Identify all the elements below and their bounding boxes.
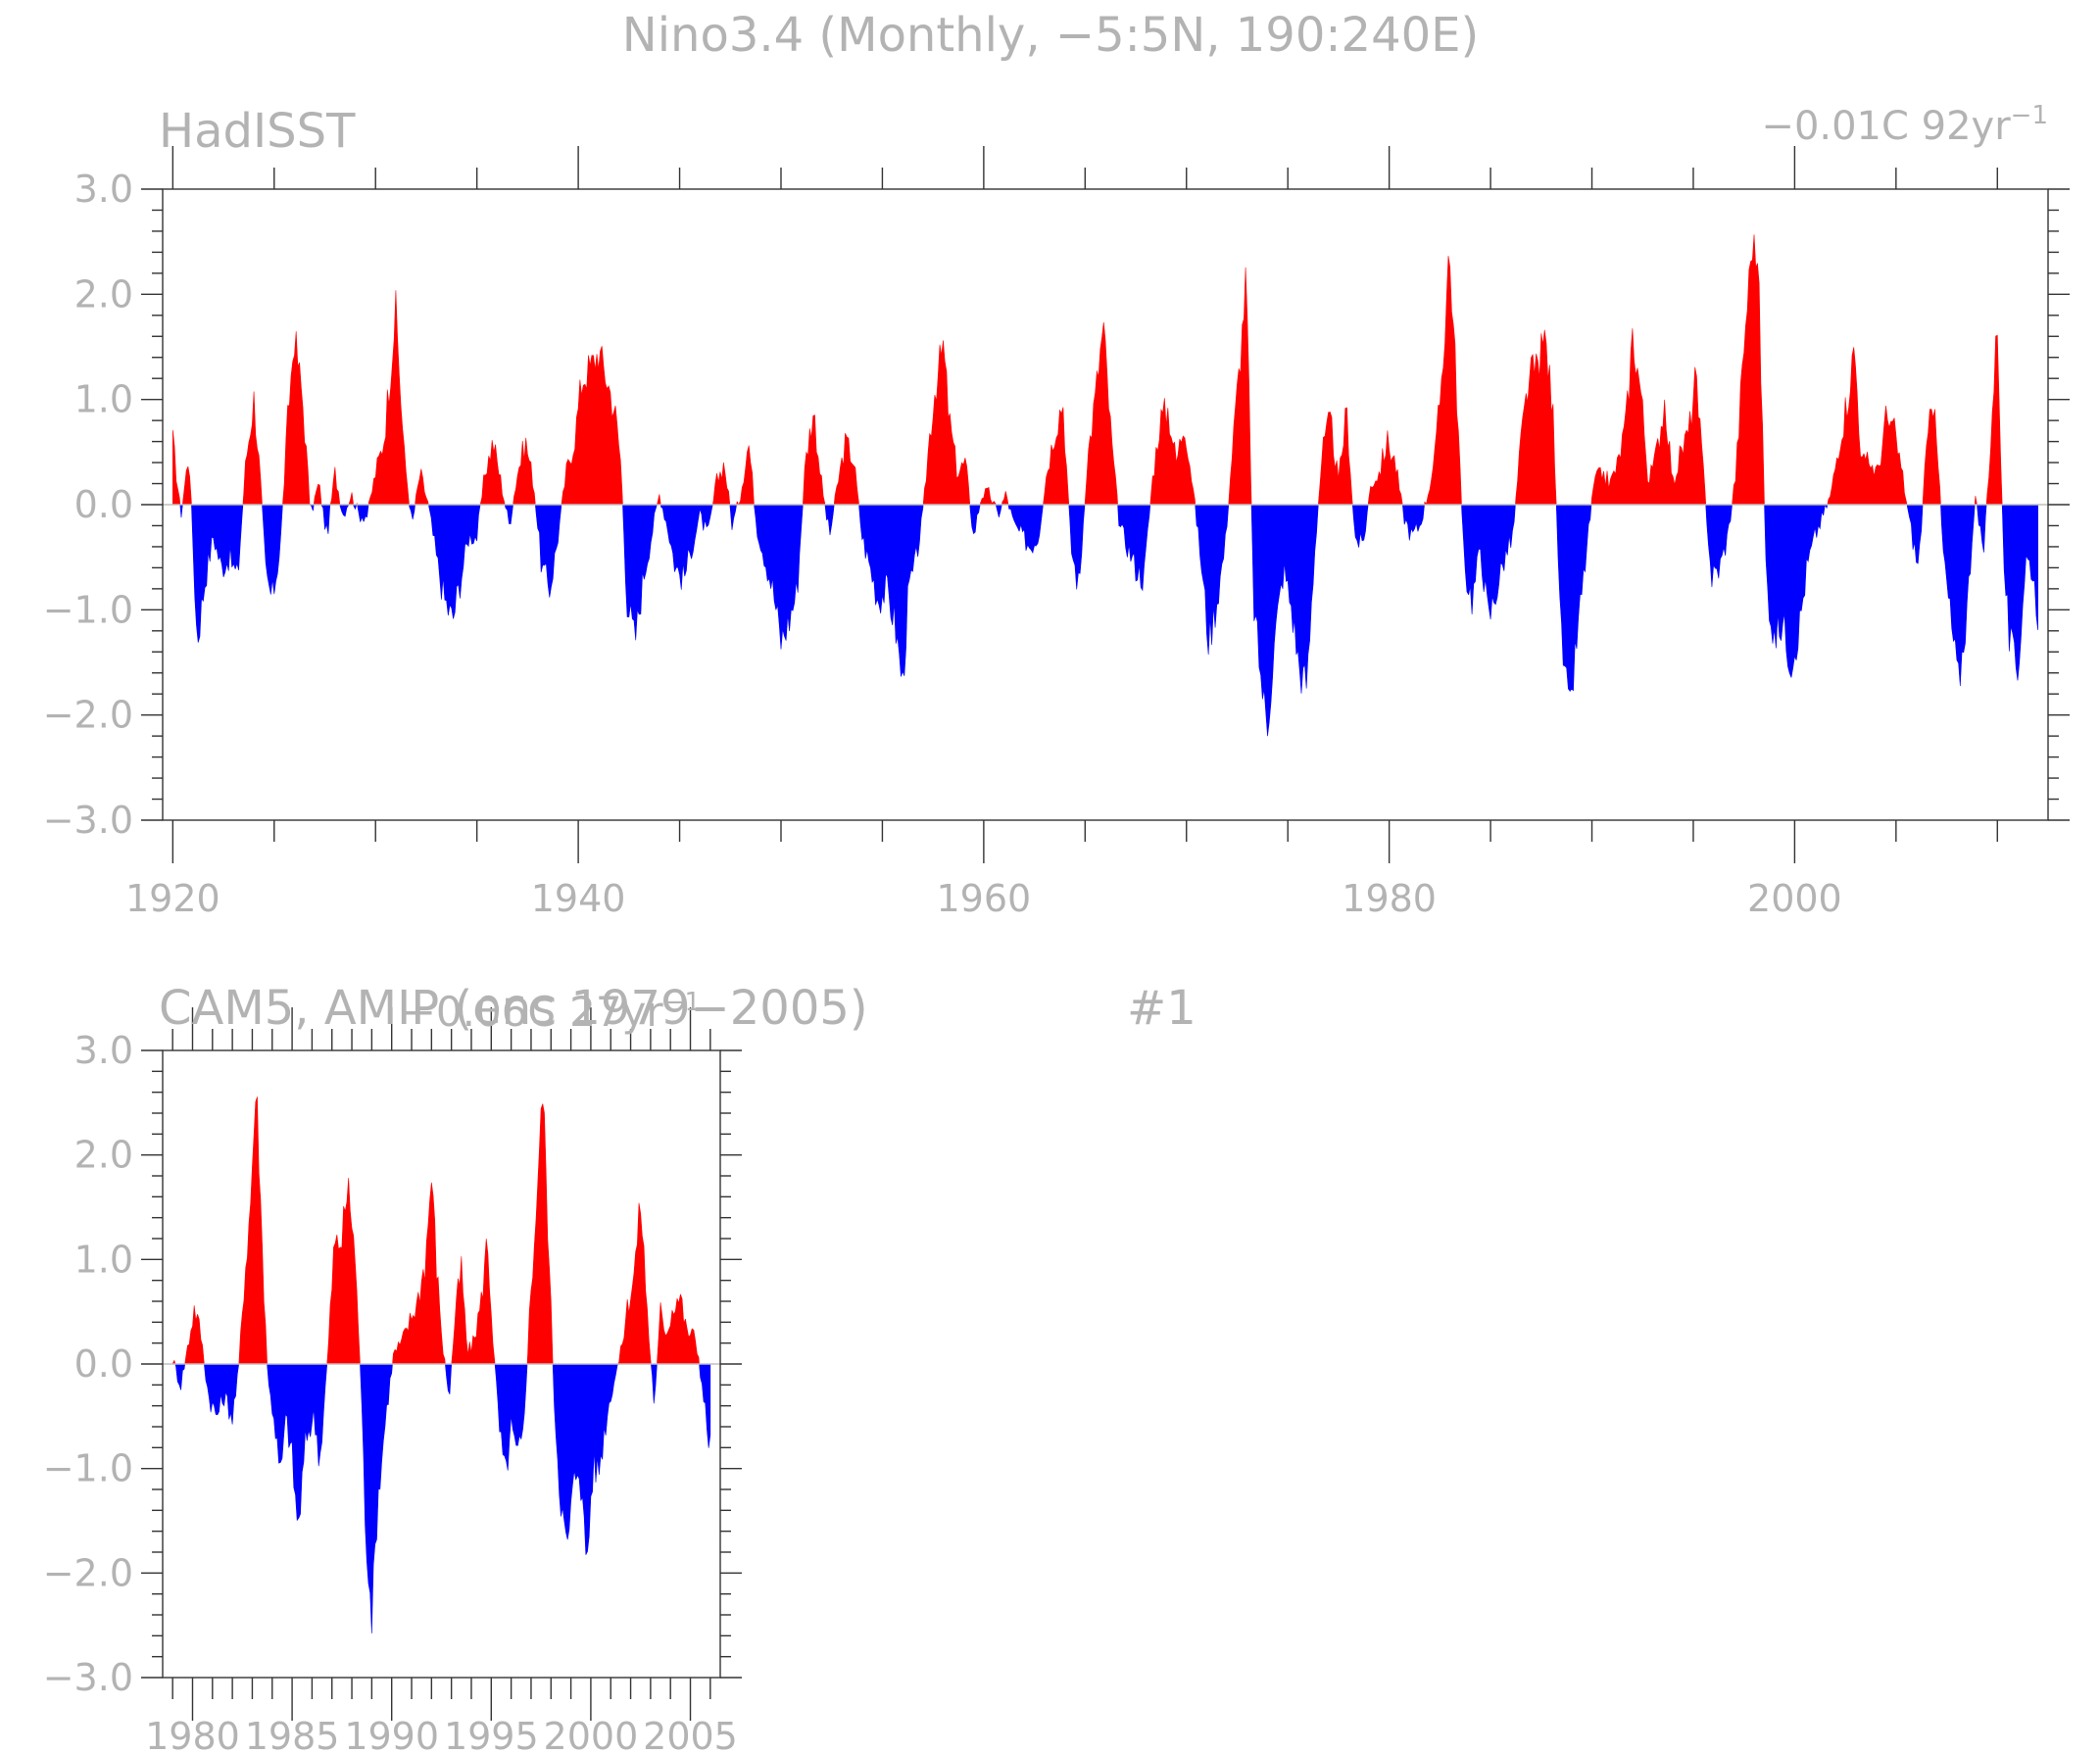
y-tick-label: −3.0 bbox=[43, 1656, 133, 1699]
x-tick-label: 2005 bbox=[643, 1715, 738, 1754]
panel-hadisst: 3.0 2.0 1.0 0.0 −1.0 −2.0 −3.0 1920 1940 1960 1980… bbox=[43, 101, 2070, 920]
y-tick-label: 1.0 bbox=[74, 378, 133, 421]
x-tick-label: 1980 bbox=[1342, 877, 1437, 920]
trend-label: −0.01C 92yr−1 bbox=[1761, 101, 2048, 149]
figure-title: Nino3.4 (Monthly, −5:5N, 190:240E) bbox=[622, 8, 1479, 63]
trend-exponent: −1 bbox=[2011, 101, 2048, 130]
y-tick-label: −1.0 bbox=[43, 588, 133, 631]
y-tick-label: −1.0 bbox=[43, 1447, 133, 1490]
y-tick-label: 1.0 bbox=[74, 1238, 133, 1281]
panel-label: HadISST bbox=[159, 104, 356, 159]
y-tick-label: −2.0 bbox=[43, 694, 133, 737]
y-tick-label: 0.0 bbox=[74, 1342, 133, 1386]
x-tick-label: 1940 bbox=[531, 877, 626, 920]
x-tick-label: 2000 bbox=[1747, 877, 1842, 920]
x-tick-label: 1990 bbox=[344, 1715, 439, 1754]
x-tick-label: 1960 bbox=[937, 877, 1032, 920]
y-tick-label: 3.0 bbox=[74, 168, 133, 211]
x-tick-label: 2000 bbox=[544, 1715, 639, 1754]
ensemble-member-label: #1 bbox=[1127, 981, 1197, 1036]
y-tick-label: 3.0 bbox=[74, 1029, 133, 1072]
positive-anomaly-area bbox=[172, 234, 2003, 506]
panel-label: CAM5, AMIP (ens 1979−2005) bbox=[159, 981, 868, 1036]
x-tick-label: 1995 bbox=[444, 1715, 539, 1754]
negative-anomaly-area bbox=[179, 504, 2038, 737]
y-tick-label: −2.0 bbox=[43, 1551, 133, 1594]
x-tick-label: 1920 bbox=[125, 877, 220, 920]
y-tick-label: −3.0 bbox=[43, 799, 133, 842]
negative-anomaly-area bbox=[174, 1363, 711, 1633]
x-tick-label: 1980 bbox=[145, 1715, 240, 1754]
y-tick-label: 2.0 bbox=[74, 1134, 133, 1177]
y-tick-label: 0.0 bbox=[74, 483, 133, 526]
y-tick-label: 2.0 bbox=[74, 272, 133, 316]
positive-anomaly-area bbox=[171, 1096, 700, 1365]
panel-cam5-amip: 3.0 2.0 1.0 0.0 −1.0 −2.0 −3.0 1980 1985 1990 1995… bbox=[43, 981, 1197, 1754]
x-tick-label: 1985 bbox=[245, 1715, 340, 1754]
trend-label: −0.06C 27yr−1 bbox=[402, 988, 701, 1036]
trend-exponent: −1 bbox=[663, 988, 701, 1017]
